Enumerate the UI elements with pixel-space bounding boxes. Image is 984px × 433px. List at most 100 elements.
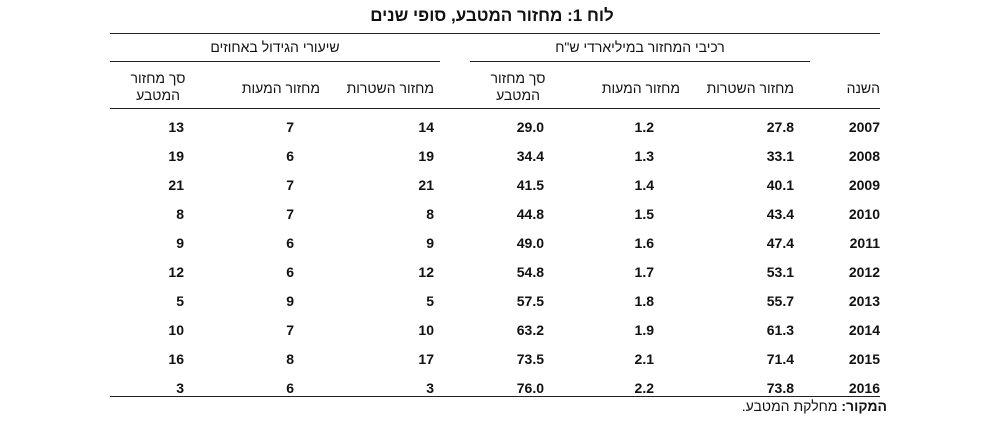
cell-total: 34.4 bbox=[516, 148, 544, 164]
col-header-total-line2: המטבע bbox=[496, 87, 540, 103]
cell-total: 41.5 bbox=[516, 177, 544, 193]
cell-notes: 43.4 bbox=[766, 206, 794, 222]
cell-total: 63.2 bbox=[516, 322, 544, 338]
cell-coins: 1.8 bbox=[634, 293, 654, 309]
cell-total: 57.5 bbox=[516, 293, 544, 309]
cell-notes: 33.1 bbox=[766, 148, 794, 164]
table-row: 2016 73.8 2.2 76.0 3 6 3 bbox=[0, 374, 984, 403]
cell-year: 2012 bbox=[848, 264, 880, 280]
source-note: המקור: מחלקת המטבע. bbox=[742, 398, 887, 414]
cell-g-total: 21 bbox=[168, 177, 184, 193]
cell-notes: 61.3 bbox=[766, 322, 794, 338]
col-header-total-line1: סך מחזור bbox=[490, 70, 546, 86]
cell-g-coins: 6 bbox=[286, 148, 294, 164]
cell-total: 54.8 bbox=[516, 264, 544, 280]
cell-coins: 1.6 bbox=[634, 235, 654, 251]
cell-year: 2013 bbox=[848, 293, 880, 309]
cell-total: 73.5 bbox=[516, 351, 544, 367]
cell-total: 49.0 bbox=[516, 235, 544, 251]
cell-year: 2016 bbox=[848, 380, 880, 396]
table-row: 2015 71.4 2.1 73.5 17 8 16 bbox=[0, 345, 984, 374]
group-rule-components bbox=[470, 61, 810, 62]
table-row: 2011 47.4 1.6 49.0 9 6 9 bbox=[0, 229, 984, 258]
cell-notes: 55.7 bbox=[766, 293, 794, 309]
cell-g-notes: 14 bbox=[418, 119, 434, 135]
cell-g-coins: 7 bbox=[286, 322, 294, 338]
cell-g-notes: 5 bbox=[426, 293, 434, 309]
cell-g-notes: 12 bbox=[418, 264, 434, 280]
table-row: 2014 61.3 1.9 63.2 10 7 10 bbox=[0, 316, 984, 345]
cell-g-coins: 9 bbox=[286, 293, 294, 309]
table-title: לוח 1: מחזור המטבע, סופי שנים bbox=[370, 6, 614, 25]
cell-g-notes: 9 bbox=[426, 235, 434, 251]
cell-coins: 1.3 bbox=[634, 148, 654, 164]
group-header-growth: שיעורי הגידול באחוזים bbox=[210, 39, 340, 55]
source-text: מחלקת המטבע. bbox=[741, 398, 838, 414]
cell-year: 2007 bbox=[848, 119, 880, 135]
cell-coins: 1.7 bbox=[634, 264, 654, 280]
cell-g-notes: 21 bbox=[418, 177, 434, 193]
cell-g-coins: 6 bbox=[286, 380, 294, 396]
col-header-growth-coins: מחזור המעות bbox=[241, 80, 320, 96]
group-header-components: רכיבי המחזור במיליארדי ש"ח bbox=[555, 39, 725, 55]
cell-g-notes: 3 bbox=[426, 380, 434, 396]
cell-coins: 2.1 bbox=[634, 351, 654, 367]
header-rule bbox=[110, 108, 880, 109]
cell-g-coins: 7 bbox=[286, 119, 294, 135]
col-header-total: סך מחזור המטבע bbox=[478, 70, 558, 104]
cell-notes: 40.1 bbox=[766, 177, 794, 193]
cell-g-total: 8 bbox=[176, 206, 184, 222]
cell-notes: 73.8 bbox=[766, 380, 794, 396]
cell-total: 44.8 bbox=[516, 206, 544, 222]
cell-year: 2011 bbox=[849, 235, 880, 251]
cell-coins: 1.5 bbox=[634, 206, 654, 222]
cell-g-total: 12 bbox=[168, 264, 184, 280]
cell-g-coins: 8 bbox=[286, 351, 294, 367]
col-header-growth-total: סך מחזור המטבע bbox=[118, 70, 198, 104]
table-row: 2013 55.7 1.8 57.5 5 9 5 bbox=[0, 287, 984, 316]
cell-g-total: 13 bbox=[168, 119, 184, 135]
cell-g-coins: 7 bbox=[286, 177, 294, 193]
top-rule bbox=[110, 33, 880, 34]
table-row: 2012 53.1 1.7 54.8 12 6 12 bbox=[0, 258, 984, 287]
cell-g-coins: 6 bbox=[286, 264, 294, 280]
cell-g-coins: 7 bbox=[286, 206, 294, 222]
cell-total: 76.0 bbox=[516, 380, 544, 396]
cell-year: 2010 bbox=[848, 206, 880, 222]
source-label: המקור: bbox=[841, 398, 887, 414]
col-header-growth-total-line1: סך מחזור bbox=[130, 70, 186, 86]
cell-g-total: 5 bbox=[176, 293, 184, 309]
cell-notes: 71.4 bbox=[766, 351, 794, 367]
table-row: 2007 27.8 1.2 29.0 14 7 13 bbox=[0, 113, 984, 142]
table-row: 2009 40.1 1.4 41.5 21 7 21 bbox=[0, 171, 984, 200]
cell-g-notes: 8 bbox=[426, 206, 434, 222]
cell-notes: 53.1 bbox=[766, 264, 794, 280]
cell-g-total: 16 bbox=[168, 351, 184, 367]
cell-coins: 2.2 bbox=[634, 380, 654, 396]
cell-g-notes: 19 bbox=[418, 148, 434, 164]
cell-notes: 47.4 bbox=[766, 235, 794, 251]
cell-total: 29.0 bbox=[516, 119, 544, 135]
table-row: 2008 33.1 1.3 34.4 19 6 19 bbox=[0, 142, 984, 171]
bottom-rule bbox=[110, 396, 880, 397]
cell-year: 2009 bbox=[848, 177, 880, 193]
col-header-notes: מחזור השטרות bbox=[706, 80, 794, 96]
cell-coins: 1.4 bbox=[634, 177, 654, 193]
col-header-growth-notes: מחזור השטרות bbox=[346, 80, 434, 96]
cell-coins: 1.9 bbox=[634, 322, 654, 338]
cell-g-notes: 17 bbox=[418, 351, 434, 367]
group-rule-growth bbox=[110, 61, 440, 62]
table-row: 2010 43.4 1.5 44.8 8 7 8 bbox=[0, 200, 984, 229]
cell-g-coins: 6 bbox=[286, 235, 294, 251]
cell-g-total: 10 bbox=[168, 322, 184, 338]
cell-g-total: 19 bbox=[168, 148, 184, 164]
cell-year: 2015 bbox=[848, 351, 880, 367]
col-header-growth-total-line2: המטבע bbox=[136, 87, 180, 103]
col-header-year: השנה bbox=[846, 80, 880, 96]
cell-notes: 27.8 bbox=[766, 119, 794, 135]
cell-g-total: 3 bbox=[176, 380, 184, 396]
col-header-coins: מחזור המעות bbox=[601, 80, 680, 96]
cell-g-notes: 10 bbox=[418, 322, 434, 338]
cell-year: 2014 bbox=[848, 322, 880, 338]
cell-g-total: 9 bbox=[176, 235, 184, 251]
